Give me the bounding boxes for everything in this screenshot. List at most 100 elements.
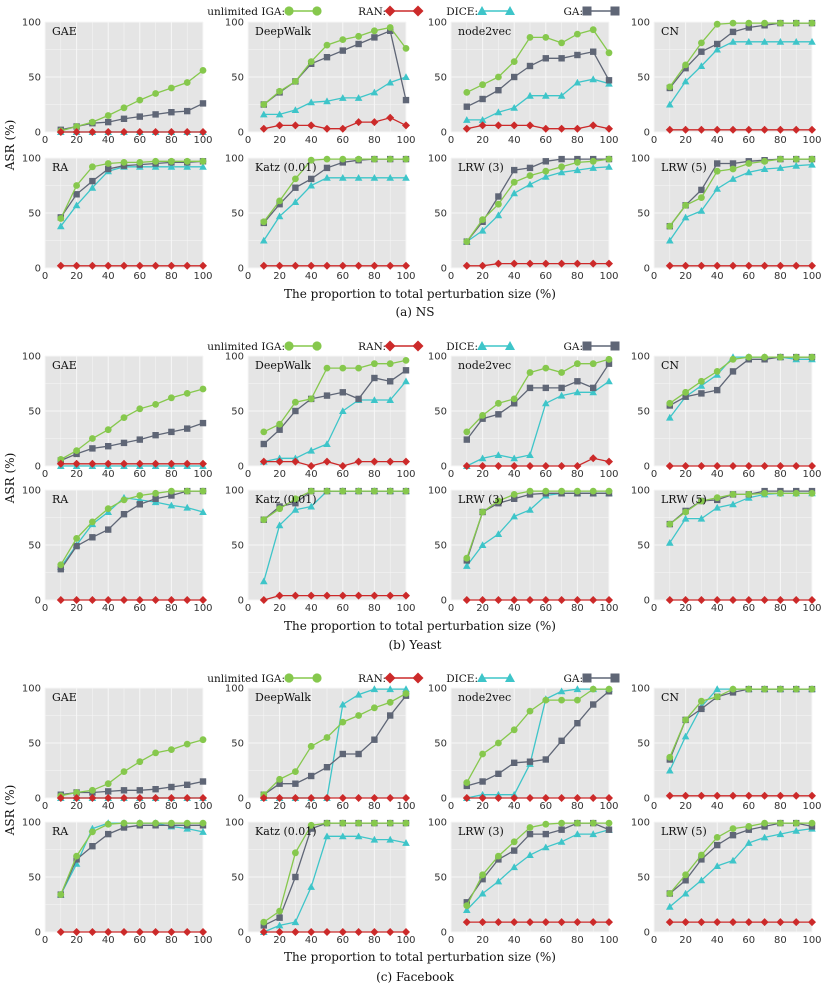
- marker-unlimited-iga: [526, 824, 534, 831]
- marker-dice: [697, 514, 706, 522]
- panel-title: LRW (5): [661, 161, 707, 174]
- y-tick-label: 100: [225, 486, 244, 497]
- marker-ran: [151, 596, 160, 604]
- marker-unlimited-iga: [510, 178, 518, 186]
- y-tick-label: 50: [434, 873, 447, 884]
- marker-ran: [808, 791, 816, 800]
- marker-ran: [151, 261, 160, 270]
- panel-lrw-3: 0 20 40 60 80 100 0 50 100 LRW (3): [428, 486, 619, 615]
- marker-ga: [308, 175, 315, 183]
- legend-marker-ran: [384, 5, 396, 17]
- x-tick-label: 80: [165, 135, 178, 146]
- marker-dice: [681, 77, 690, 85]
- x-tick-label: 80: [165, 603, 178, 614]
- marker-ran: [478, 794, 487, 802]
- x-tick-label: 20: [70, 271, 83, 282]
- panel-title: GAE: [52, 691, 77, 704]
- marker-ran: [665, 261, 674, 270]
- x-tick-label: 100: [599, 469, 618, 480]
- marker-ran: [291, 121, 300, 130]
- marker-unlimited-iga: [542, 696, 550, 704]
- marker-ga: [590, 384, 597, 392]
- marker-ga: [574, 51, 581, 59]
- marker-ran: [354, 118, 363, 127]
- subfigure-ns: unlimited IGA: RAN: DICE: GA: ASR (%) 0 20 40 60…: [3, 5, 822, 319]
- x-tick-label: 60: [742, 271, 755, 282]
- marker-ga: [184, 107, 191, 115]
- legend-label-ga: GA:: [563, 6, 583, 18]
- y-tick-label: 50: [231, 407, 244, 418]
- legend-marker-unlimited-iga: [284, 341, 294, 351]
- series-line-ga: [466, 50, 610, 108]
- marker-ga: [136, 501, 143, 508]
- series-line-ran: [263, 594, 406, 601]
- marker-unlimited-iga: [292, 398, 299, 406]
- marker-dice: [589, 164, 597, 171]
- marker-dice: [557, 838, 566, 845]
- x-tick-label: 80: [165, 469, 178, 480]
- panel-title: Katz (0.01): [255, 161, 317, 174]
- marker-ran: [697, 125, 706, 134]
- marker-unlimited-iga: [355, 364, 362, 372]
- marker-dice: [494, 451, 503, 458]
- marker-ran: [776, 791, 785, 800]
- series-dice: [463, 377, 613, 469]
- legend-marker-ran: [412, 5, 424, 17]
- series-line-unlimited-iga: [60, 490, 203, 566]
- marker-ran: [729, 125, 737, 134]
- x-tick-label: 100: [193, 135, 212, 146]
- marker-dice: [666, 902, 674, 910]
- y-tick-label: 100: [428, 818, 447, 829]
- x-tick-label: 100: [193, 603, 212, 614]
- marker-dice: [307, 98, 315, 106]
- x-tick-label: 20: [476, 603, 489, 614]
- series-unlimited-iga: [57, 157, 207, 222]
- series-ran: [259, 457, 410, 470]
- marker-dice: [760, 38, 769, 45]
- marker-ga: [590, 48, 597, 55]
- marker-ran: [510, 462, 519, 470]
- marker-unlimited-iga: [168, 487, 175, 495]
- marker-ran: [729, 596, 737, 604]
- marker-unlimited-iga: [574, 696, 581, 704]
- x-tick-label: 80: [165, 935, 178, 946]
- marker-ran: [697, 791, 706, 800]
- x-tick-label: 80: [571, 603, 584, 614]
- marker-unlimited-iga: [526, 369, 534, 376]
- marker-ran: [494, 121, 503, 130]
- marker-ran: [665, 596, 674, 604]
- marker-ga: [184, 425, 191, 432]
- series-line-ga: [60, 824, 203, 895]
- marker-dice: [573, 78, 582, 86]
- marker-unlimited-iga: [355, 155, 362, 163]
- marker-ran: [386, 261, 395, 270]
- marker-unlimited-iga: [745, 491, 753, 498]
- series-ran: [259, 928, 410, 936]
- marker-unlimited-iga: [355, 487, 362, 495]
- marker-ga: [511, 495, 518, 502]
- marker-dice: [681, 514, 690, 522]
- marker-ran: [104, 596, 113, 604]
- marker-dice: [526, 506, 534, 513]
- marker-ran: [354, 794, 363, 802]
- y-tick-label: 0: [644, 928, 650, 939]
- marker-dice: [307, 883, 315, 890]
- marker-unlimited-iga: [276, 775, 283, 783]
- y-tick-label: 50: [434, 73, 447, 84]
- marker-dice: [386, 174, 394, 181]
- marker-unlimited-iga: [199, 157, 207, 165]
- marker-ran: [275, 591, 284, 600]
- marker-ran: [494, 462, 503, 470]
- marker-ga: [120, 787, 128, 794]
- marker-ga: [276, 780, 283, 787]
- marker-ran: [259, 928, 268, 936]
- marker-unlimited-iga: [292, 175, 299, 183]
- marker-unlimited-iga: [89, 435, 96, 442]
- x-tick-label: 80: [571, 801, 584, 812]
- marker-dice: [666, 236, 674, 244]
- y-tick-label: 50: [637, 209, 650, 220]
- marker-unlimited-iga: [307, 742, 315, 750]
- series-unlimited-iga: [463, 819, 613, 909]
- marker-ran: [402, 457, 410, 466]
- series-line-unlimited-iga: [669, 22, 812, 88]
